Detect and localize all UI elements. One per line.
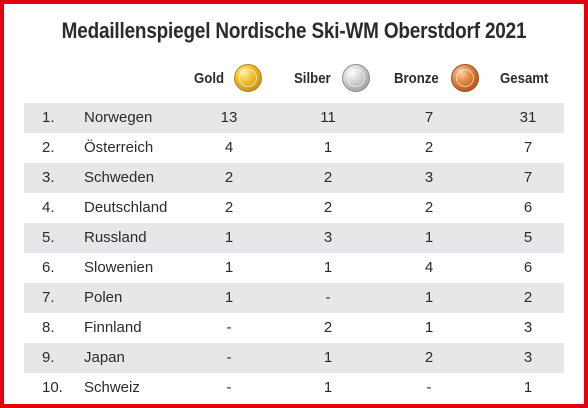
column-label-silver: Silber [294,69,331,87]
column-header-gold: Gold [194,61,263,95]
bronze-cell: 2 [424,349,434,366]
total-cell: 6 [523,259,533,276]
gold-cell: - [226,379,232,396]
country-cell: Österreich [84,139,154,156]
bronze-medal-icon [450,64,479,92]
country-cell: Slowenien [84,259,154,276]
rank-cell: 6. [42,259,55,276]
country-cell: Schweiz [84,379,140,396]
column-header-bronze: Bronze [394,61,479,95]
total-cell: 7 [523,139,533,156]
bronze-cell: - [426,379,432,396]
column-header-silver: Silber [294,61,370,95]
table-row: 3. Schweden 2 2 3 7 [24,163,564,193]
silver-medal-icon [341,64,370,92]
bronze-cell: 2 [424,139,434,156]
bronze-cell: 2 [424,199,434,216]
country-cell: Russland [84,229,147,246]
silver-cell: 2 [323,319,333,336]
silver-cell: 11 [320,109,336,126]
table-row: 1. Norwegen 13 11 7 31 [24,103,564,133]
rank-cell: 4. [42,199,55,216]
rank-cell: 1. [42,109,55,126]
column-label-bronze: Bronze [394,69,439,87]
table-row: 2. Österreich 4 1 2 7 [24,133,564,163]
silver-cell: - [325,289,331,306]
table-row: 9. Japan - 1 2 3 [24,343,564,373]
gold-cell: - [226,319,232,336]
column-header-total: Gesamt [500,61,555,95]
gold-cell: 2 [224,169,234,186]
total-cell: 5 [523,229,533,246]
column-label-gold: Gold [194,69,225,87]
rank-cell: 10. [42,379,63,396]
page-title: Medaillenspiegel Nordische Ski-WM Oberst… [61,18,527,43]
total-cell: 3 [523,349,533,366]
gold-cell: 13 [220,109,238,126]
bronze-cell: 1 [424,289,434,306]
rank-cell: 2. [42,139,55,156]
silver-cell: 2 [323,169,333,186]
gold-medal-icon [234,64,263,92]
gold-cell: 1 [224,289,234,306]
country-cell: Japan [84,349,125,366]
total-cell: 1 [523,379,533,396]
gold-cell: 1 [224,229,234,246]
country-cell: Norwegen [84,109,153,126]
gold-cell: 2 [224,199,234,216]
total-cell: 3 [523,319,533,336]
total-cell: 2 [523,289,533,306]
table-header: Gold Silber Bronze Gesamt [4,61,584,95]
country-cell: Polen [84,289,123,306]
bronze-cell: 3 [424,169,434,186]
rank-cell: 9. [42,349,55,366]
silver-cell: 3 [323,229,333,246]
bronze-cell: 7 [424,109,434,126]
table-row: 6. Slowenien 1 1 4 6 [24,253,564,283]
rank-cell: 7. [42,289,55,306]
gold-cell: - [226,349,232,366]
total-cell: 6 [523,199,533,216]
table-row: 4. Deutschland 2 2 2 6 [24,193,564,223]
table-row: 10. Schweiz - 1 - 1 [24,373,564,403]
total-cell: 31 [519,109,537,126]
table-row: 8. Finnland - 2 1 3 [24,313,564,343]
table-row: 5. Russland 1 3 1 5 [24,223,564,253]
rank-cell: 8. [42,319,55,336]
bronze-cell: 1 [424,319,434,336]
gold-cell: 1 [224,259,234,276]
silver-cell: 2 [323,199,333,216]
rank-cell: 5. [42,229,55,246]
rank-cell: 3. [42,169,55,186]
silver-cell: 1 [323,139,333,156]
medal-table: 1. Norwegen 13 11 7 31 2. Österreich 4 1… [24,103,564,403]
total-cell: 7 [523,169,533,186]
silver-cell: 1 [323,259,333,276]
country-cell: Schweden [84,169,155,186]
gold-cell: 4 [224,139,234,156]
silver-cell: 1 [323,349,333,366]
country-cell: Deutschland [84,199,168,216]
column-label-total: Gesamt [500,69,549,87]
table-row: 7. Polen 1 - 1 2 [24,283,564,313]
bronze-cell: 1 [424,229,434,246]
bronze-cell: 4 [424,259,434,276]
silver-cell: 1 [323,379,333,396]
country-cell: Finnland [84,319,142,336]
